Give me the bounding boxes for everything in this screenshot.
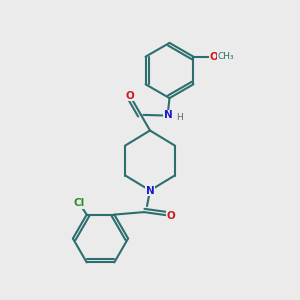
- Text: N: N: [146, 185, 154, 196]
- Text: H: H: [176, 113, 183, 122]
- Text: O: O: [125, 91, 134, 101]
- Text: O: O: [209, 52, 218, 62]
- Text: O: O: [167, 211, 176, 221]
- Text: Cl: Cl: [74, 198, 85, 208]
- Text: N: N: [164, 110, 172, 121]
- Text: CH₃: CH₃: [217, 52, 234, 61]
